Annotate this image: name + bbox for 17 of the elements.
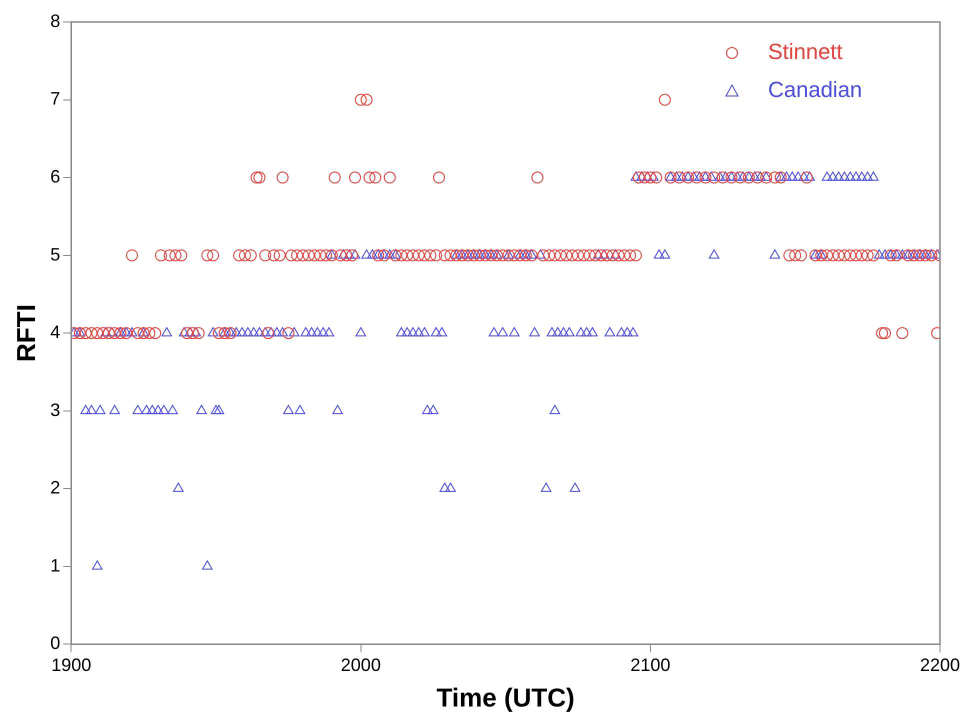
y-axis-title: RFTI [10,304,41,362]
x-axis-title: Time (UTC) [436,682,575,713]
x-tick-label: 1900 [51,654,92,675]
y-tick-label: 8 [50,10,60,31]
y-tick-label: 7 [50,88,60,109]
y-tick-label: 4 [50,322,60,342]
y-tick-label: 0 [50,633,60,654]
y-tick-label: 3 [50,400,60,420]
x-tick-label: 2100 [630,654,670,675]
x-tick-label: 2000 [340,654,381,675]
y-tick-label: 5 [50,244,60,264]
legend-label: Canadian [768,77,862,102]
y-tick-label: 1 [50,555,60,576]
x-tick-label: 2200 [920,654,960,675]
legend-label: Stinnett [768,39,843,64]
y-tick-label: 2 [50,478,60,498]
y-tick-label: 6 [50,166,60,187]
